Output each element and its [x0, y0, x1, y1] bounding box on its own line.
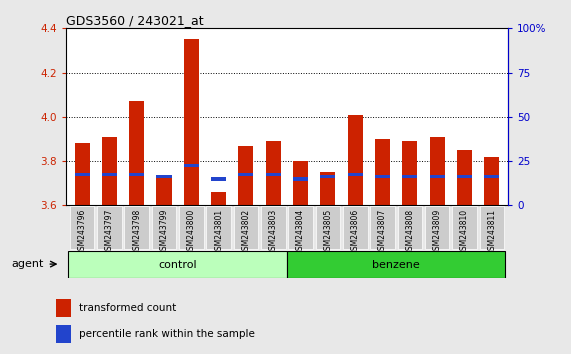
Text: GSM243809: GSM243809 — [433, 209, 441, 255]
Text: GSM243810: GSM243810 — [460, 209, 469, 255]
Bar — [184, 164, 199, 167]
FancyBboxPatch shape — [288, 206, 313, 249]
Bar — [102, 137, 117, 205]
Text: GSM243796: GSM243796 — [78, 209, 87, 255]
Text: GDS3560 / 243021_at: GDS3560 / 243021_at — [66, 14, 203, 27]
Text: benzene: benzene — [372, 259, 420, 270]
Bar — [293, 161, 308, 205]
FancyBboxPatch shape — [124, 206, 149, 249]
FancyBboxPatch shape — [206, 206, 231, 249]
Bar — [75, 173, 90, 176]
FancyBboxPatch shape — [261, 206, 286, 249]
Text: GSM243801: GSM243801 — [214, 209, 223, 255]
Bar — [429, 137, 445, 205]
Text: transformed count: transformed count — [79, 303, 176, 313]
Bar — [156, 175, 171, 178]
Bar — [287, 251, 505, 278]
Text: GSM243806: GSM243806 — [351, 209, 360, 255]
FancyBboxPatch shape — [179, 206, 204, 249]
FancyBboxPatch shape — [234, 206, 258, 249]
Text: GSM243808: GSM243808 — [405, 209, 415, 255]
Bar — [156, 177, 171, 205]
FancyBboxPatch shape — [480, 206, 504, 249]
Bar — [457, 175, 472, 178]
Text: GSM243807: GSM243807 — [378, 209, 387, 255]
FancyBboxPatch shape — [70, 206, 94, 249]
Text: GSM243800: GSM243800 — [187, 209, 196, 255]
Bar — [375, 139, 390, 205]
Text: GSM243798: GSM243798 — [132, 209, 141, 255]
Bar — [75, 143, 90, 205]
FancyBboxPatch shape — [97, 206, 122, 249]
Text: GSM243805: GSM243805 — [323, 209, 332, 255]
Bar — [239, 145, 254, 205]
Bar — [69, 251, 287, 278]
FancyBboxPatch shape — [425, 206, 449, 249]
Text: GSM243803: GSM243803 — [269, 209, 278, 255]
Bar — [211, 177, 226, 181]
Text: percentile rank within the sample: percentile rank within the sample — [79, 329, 255, 339]
Text: GSM243804: GSM243804 — [296, 209, 305, 255]
Bar — [266, 141, 281, 205]
Text: control: control — [158, 259, 197, 270]
Bar — [320, 172, 335, 205]
Bar — [320, 175, 335, 178]
Bar — [403, 141, 417, 205]
Text: GSM243802: GSM243802 — [242, 209, 251, 255]
Text: GSM243811: GSM243811 — [487, 209, 496, 255]
Text: GSM243797: GSM243797 — [105, 209, 114, 255]
Text: agent: agent — [12, 259, 44, 269]
Bar — [293, 177, 308, 181]
Text: GSM243799: GSM243799 — [159, 209, 168, 255]
Bar — [375, 175, 390, 178]
Bar — [239, 173, 254, 176]
FancyBboxPatch shape — [343, 206, 368, 249]
Bar — [56, 299, 71, 317]
FancyBboxPatch shape — [152, 206, 176, 249]
FancyBboxPatch shape — [452, 206, 477, 249]
FancyBboxPatch shape — [370, 206, 395, 249]
Bar — [102, 173, 117, 176]
Bar — [429, 175, 445, 178]
Bar — [403, 175, 417, 178]
Bar — [129, 101, 144, 205]
Bar — [348, 173, 363, 176]
FancyBboxPatch shape — [397, 206, 422, 249]
FancyBboxPatch shape — [316, 206, 340, 249]
Bar — [266, 173, 281, 176]
Bar — [184, 39, 199, 205]
Bar — [457, 150, 472, 205]
Bar — [211, 192, 226, 205]
Bar — [484, 175, 499, 178]
Bar — [129, 173, 144, 176]
Bar — [56, 325, 71, 343]
Bar — [484, 157, 499, 205]
Bar — [348, 115, 363, 205]
